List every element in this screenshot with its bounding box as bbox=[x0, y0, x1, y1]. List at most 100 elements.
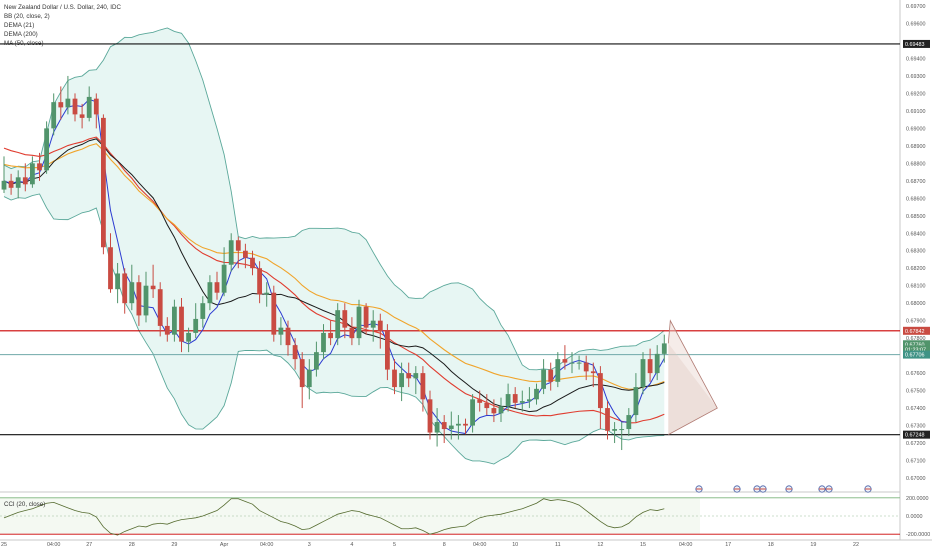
candle-body bbox=[179, 306, 184, 342]
candle-body bbox=[349, 327, 355, 339]
candle-body bbox=[221, 264, 227, 293]
indicator-dema-21[interactable]: DEMA (21) bbox=[4, 22, 35, 29]
price-tag bbox=[903, 340, 930, 349]
ma-50-line bbox=[3, 143, 665, 390]
candle-body bbox=[548, 369, 554, 382]
candle-body bbox=[157, 289, 163, 326]
price-axis-tick: 0.68300 bbox=[906, 249, 926, 255]
candle-body bbox=[619, 429, 625, 431]
price-tag bbox=[903, 326, 930, 335]
bollinger-upper-line bbox=[3, 27, 665, 371]
price-axis-tick: 0.67800 bbox=[906, 336, 926, 342]
candle-body bbox=[370, 320, 376, 328]
candle-body bbox=[264, 292, 270, 295]
price-axis-tick: 0.68700 bbox=[906, 179, 926, 185]
candle-body bbox=[399, 373, 404, 388]
candle-body bbox=[569, 362, 575, 364]
price-axis-tick: 0.69100 bbox=[906, 109, 926, 115]
time-axis-label: 29 bbox=[171, 542, 177, 548]
candle-body bbox=[328, 332, 333, 339]
price-tag-label: 01:23:07 bbox=[905, 348, 926, 354]
indicator-ma-50[interactable]: MA (50, close) bbox=[4, 40, 44, 47]
candle-body bbox=[661, 343, 667, 354]
time-axis-label: 10 bbox=[512, 542, 518, 548]
price-tag bbox=[903, 350, 930, 359]
moving-average-black-line bbox=[3, 138, 665, 413]
candle-body bbox=[257, 268, 262, 295]
time-axis-label: Apr bbox=[220, 542, 229, 548]
price-axis-tick: 0.68800 bbox=[906, 161, 926, 167]
candle-body bbox=[143, 285, 149, 316]
candle-body bbox=[58, 102, 64, 108]
candle-body bbox=[150, 285, 156, 290]
candle-body bbox=[534, 388, 539, 400]
price-axis-tick: 0.68600 bbox=[906, 196, 926, 202]
time-axis-label: 15 bbox=[640, 542, 646, 548]
time-axis-label: 28 bbox=[129, 542, 135, 548]
candle-body bbox=[448, 425, 454, 430]
price-tag bbox=[903, 430, 930, 439]
candle-body bbox=[477, 399, 483, 403]
candle-body bbox=[101, 117, 106, 248]
candle-body bbox=[456, 423, 461, 426]
candle-body bbox=[93, 98, 99, 115]
candle-body bbox=[15, 177, 21, 188]
candle-body bbox=[278, 327, 284, 335]
price-axis-tick: 0.69200 bbox=[906, 91, 926, 97]
time-axis-label: 18 bbox=[768, 542, 774, 548]
candle-body bbox=[555, 359, 561, 382]
candle-body bbox=[207, 282, 213, 304]
candle-body bbox=[193, 318, 199, 333]
price-axis-tick: 0.68000 bbox=[906, 301, 926, 307]
symbol-title[interactable]: New Zealand Dollar / U.S. Dollar, 240, I… bbox=[4, 4, 121, 11]
cci-axis-tick: 200.0000 bbox=[906, 496, 928, 502]
candle-body bbox=[427, 399, 433, 433]
price-axis-tick: 0.67500 bbox=[906, 389, 926, 395]
indicator-dema-200[interactable]: DEMA (200) bbox=[4, 31, 38, 38]
indicator-bb[interactable]: BB (20, close, 2) bbox=[4, 13, 50, 20]
price-axis-tick: 0.67000 bbox=[906, 476, 926, 482]
price-axis-tick: 0.69600 bbox=[906, 21, 926, 27]
price-axis-tick: 0.68500 bbox=[906, 214, 926, 220]
candle-body bbox=[420, 373, 426, 400]
candle-body bbox=[44, 128, 49, 171]
time-axis-label: 22 bbox=[853, 542, 859, 548]
candle-body bbox=[228, 240, 234, 265]
time-axis-label: 17 bbox=[725, 542, 731, 548]
cci-title[interactable]: CCI (20, close) bbox=[4, 501, 46, 508]
cci-axis-tick: 0.0000 bbox=[906, 514, 923, 520]
candle-body bbox=[512, 394, 518, 403]
candle-body bbox=[299, 359, 305, 388]
dema-21-line bbox=[3, 98, 665, 435]
price-tag-label: 0.69483 bbox=[905, 42, 925, 48]
candle-body bbox=[605, 408, 610, 431]
candle-body bbox=[321, 332, 326, 353]
price-axis-tick: 0.67200 bbox=[906, 441, 926, 447]
candle-body bbox=[441, 422, 447, 430]
price-axis-tick: 0.68900 bbox=[906, 144, 926, 150]
price-axis-tick: 0.69000 bbox=[906, 126, 926, 132]
candle-body bbox=[541, 369, 546, 389]
candle-body bbox=[498, 406, 504, 414]
candle-body bbox=[385, 331, 390, 370]
candle-body bbox=[654, 353, 660, 374]
projection-lower-fill bbox=[668, 343, 718, 435]
candle-body bbox=[115, 273, 120, 290]
price-axis-tick: 0.69700 bbox=[906, 4, 926, 10]
candle-body bbox=[434, 422, 440, 433]
candle-body bbox=[335, 310, 341, 339]
candle-body bbox=[491, 408, 497, 414]
time-axis-label: 11 bbox=[555, 542, 561, 548]
time-axis-label: 04:00 bbox=[679, 542, 693, 548]
candle-body bbox=[108, 247, 113, 290]
price-tag bbox=[903, 345, 930, 354]
time-axis-label: 3 bbox=[308, 542, 311, 548]
price-axis-tick: 0.69400 bbox=[906, 56, 926, 62]
candle-body bbox=[519, 401, 525, 403]
candle-body bbox=[86, 96, 92, 118]
price-axis-tick: 0.67300 bbox=[906, 424, 926, 430]
bollinger-lower-line bbox=[3, 193, 665, 465]
price-axis-tick: 0.67600 bbox=[906, 371, 926, 377]
candle-body bbox=[136, 282, 142, 316]
